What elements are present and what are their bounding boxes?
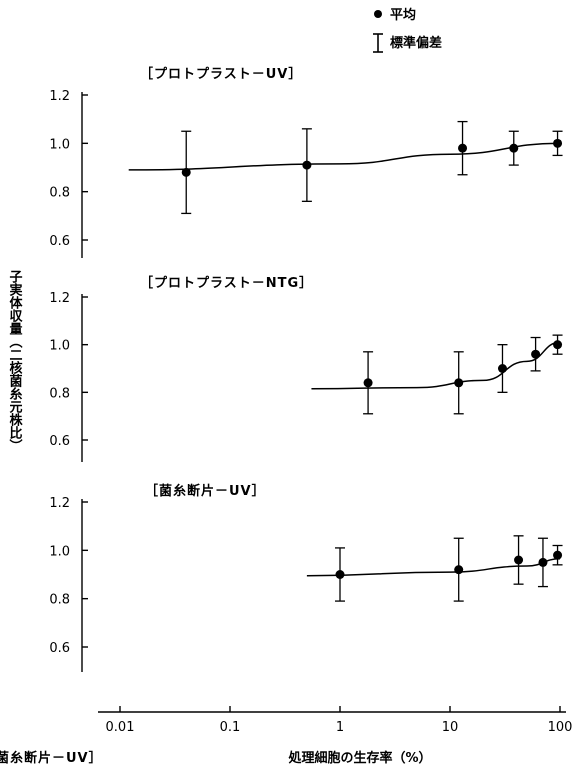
panels: 0.6 0.8 1.0 1.2 0.6 0.8 1.0 1.2 0.6 0.8 1.0 1.2 [49, 89, 563, 672]
panel-1-fit-line [128, 142, 561, 171]
panel-3-y-tick-label: 1.2 [49, 496, 70, 511]
panel-3-y-tick-label: 0.6 [49, 641, 70, 656]
panel-3-title: ［菌糸断片－UV］ [145, 483, 266, 499]
legend: 平均 標準偏差 [373, 7, 442, 53]
footer-fragment: 菌糸断片－UV］ [0, 750, 103, 766]
panel-2-y-tick-label: 0.8 [49, 386, 70, 401]
panel-1-y-tick-label: 0.6 [49, 234, 70, 249]
legend-mean-label: 平均 [390, 7, 416, 23]
panel-2-data-point [531, 349, 541, 359]
panel-1-data-point [553, 138, 563, 148]
panel-2-data-point [553, 340, 563, 350]
x-axis: 0.01 0.1 1 10 100 [98, 706, 572, 735]
x-tick-label: 0.1 [220, 720, 241, 735]
x-axis-title: 処理細胞の生存率（%） [287, 750, 431, 766]
x-tick-label: 100 [548, 720, 573, 735]
panel-2-y-tick-label: 1.2 [49, 291, 70, 306]
panel-1-data-point [509, 143, 519, 153]
panel-3-y-tick-label: 1.0 [49, 544, 70, 559]
panel-2-data-point [454, 378, 464, 388]
legend-sd-label: 標準偏差 [390, 35, 442, 51]
panel-2-data-point [497, 364, 507, 373]
panel-1: 0.6 0.8 1.0 1.2 [49, 89, 563, 258]
panel-3-data-point [514, 555, 524, 565]
panel-3-data-point [454, 565, 464, 575]
x-tick-label: 10 [442, 720, 459, 735]
panel-1-data-point [302, 160, 312, 170]
panel-2-y-tick-label: 1.0 [49, 339, 70, 354]
y-axis-title: 子実体収量（二核菌糸元株比） [7, 270, 24, 452]
x-tick-label: 0.01 [106, 720, 135, 735]
panel-2-y-tick-label: 0.6 [49, 434, 70, 449]
panel-2-title: ［プロトプラスト－NTG］ [140, 275, 313, 291]
panel-1-y-tick-label: 0.8 [49, 186, 70, 201]
panel-3-y-tick-label: 0.8 [49, 593, 70, 608]
panel-1-title: ［プロトプラスト－UV］ [140, 66, 302, 82]
panel-3-data-point [553, 550, 563, 560]
legend-mean-marker [374, 10, 382, 18]
x-tick-label: 1 [336, 720, 344, 735]
panel-1-y-tick-label: 1.2 [49, 89, 70, 104]
panel-1-data-point [181, 167, 191, 177]
panel-3-data-point [335, 570, 345, 579]
panel-1-y-tick-label: 1.0 [49, 137, 70, 152]
panel-3-data-point [538, 557, 548, 567]
panel-3: 0.6 0.8 1.0 1.2 [49, 496, 563, 672]
panel-2: 0.6 0.8 1.0 1.2 [49, 291, 563, 462]
panel-2-fit-line [311, 341, 561, 390]
panel-1-data-point [458, 143, 468, 153]
panel-2-data-point [363, 378, 373, 388]
legend-sd-marker [373, 33, 383, 53]
